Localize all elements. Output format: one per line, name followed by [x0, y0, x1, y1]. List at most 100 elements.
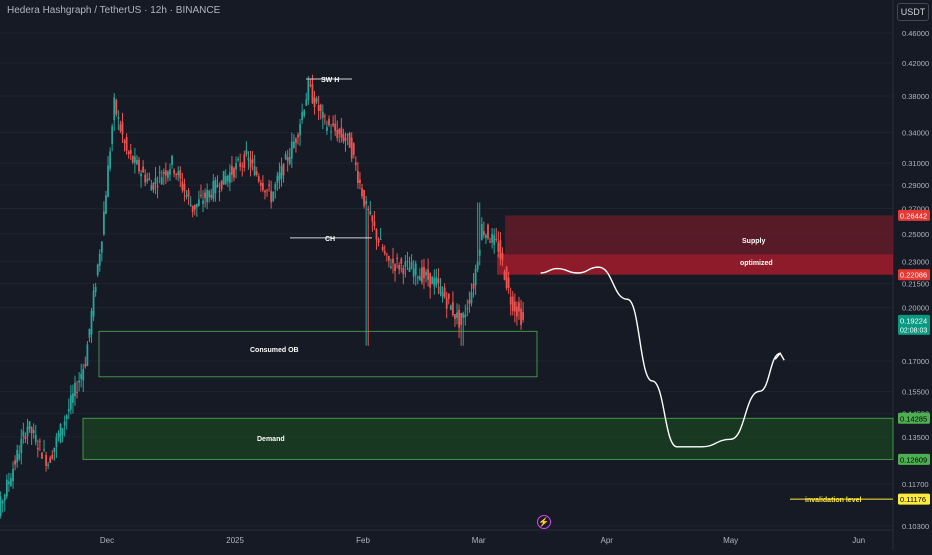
price-tick-label: 0.15500	[902, 387, 929, 396]
price-tick-label: 0.29000	[902, 181, 929, 190]
candle	[28, 421, 31, 429]
candle	[82, 369, 85, 381]
candle	[177, 171, 180, 176]
candle	[323, 115, 326, 117]
candle	[98, 253, 101, 266]
candle	[390, 266, 392, 268]
price-tag	[898, 209, 930, 221]
candle	[280, 165, 283, 179]
zone-demand	[82, 417, 894, 460]
candle	[478, 249, 481, 256]
candle	[72, 393, 74, 403]
candle	[497, 242, 500, 252]
candle	[328, 118, 330, 126]
candle	[237, 159, 240, 161]
candle	[509, 296, 512, 305]
candle	[167, 171, 169, 178]
candle	[311, 84, 314, 104]
candle	[297, 134, 299, 138]
candle	[133, 156, 136, 163]
price-tick-label: 0.20000	[902, 303, 929, 312]
candle	[76, 391, 78, 393]
candle	[416, 276, 419, 279]
candle	[518, 302, 520, 312]
candle	[338, 129, 341, 134]
candle	[136, 160, 138, 165]
candle	[121, 121, 124, 135]
candle	[354, 162, 357, 166]
candle	[379, 238, 382, 240]
candle	[65, 415, 68, 420]
candle	[439, 286, 442, 294]
candle	[398, 265, 401, 270]
candle	[482, 231, 485, 236]
candle	[501, 252, 504, 261]
zone-consumed-ob	[98, 330, 538, 378]
candle	[270, 191, 273, 203]
candle	[57, 433, 60, 438]
candle	[404, 261, 407, 267]
candle	[220, 180, 223, 190]
candle	[412, 268, 415, 277]
candle	[361, 188, 363, 197]
price-tag	[898, 493, 930, 505]
candle	[59, 423, 62, 443]
zone-optimized	[497, 254, 893, 275]
candle	[334, 123, 337, 132]
candle	[18, 453, 21, 460]
candle	[295, 138, 297, 144]
candle	[235, 163, 237, 170]
candle	[241, 165, 244, 167]
candle	[464, 314, 467, 318]
candle	[22, 431, 25, 437]
price-tick-label: 0.25000	[902, 230, 929, 239]
price-tick-label: 0.46000	[902, 29, 929, 38]
projection-path	[540, 266, 781, 448]
candle	[286, 157, 289, 161]
candle	[84, 364, 87, 367]
zone-label: optimized	[740, 260, 773, 267]
candle	[414, 263, 417, 276]
candle	[458, 309, 460, 328]
candle	[330, 131, 332, 133]
candle	[38, 440, 41, 442]
candle	[226, 175, 229, 182]
candle	[212, 181, 215, 200]
candle	[228, 172, 231, 184]
candle	[408, 267, 411, 272]
candle	[257, 176, 260, 182]
candle	[367, 208, 370, 211]
candle	[472, 283, 475, 289]
time-tick-label: Feb	[356, 536, 370, 545]
candle	[454, 314, 456, 319]
time-tick-label: Dec	[100, 536, 114, 545]
candle	[129, 149, 132, 154]
currency-button[interactable]: USDT	[897, 3, 929, 21]
candle	[96, 264, 99, 276]
price-tag	[898, 269, 930, 281]
candle	[309, 84, 312, 86]
candle	[150, 185, 153, 191]
candle	[12, 469, 14, 482]
candle	[385, 253, 388, 255]
candle	[264, 190, 266, 193]
candle	[103, 211, 105, 235]
candle	[195, 203, 198, 208]
symbol-title: Hedera Hashgraph / TetherUS · 12h · BINA…	[7, 5, 221, 16]
price-tag-label: 0.19224	[900, 316, 927, 325]
candle	[183, 183, 186, 192]
candle	[43, 449, 45, 451]
candle	[144, 174, 147, 183]
candle	[61, 428, 64, 436]
candle	[86, 344, 89, 366]
candle	[80, 373, 83, 379]
candle	[179, 170, 182, 179]
candle	[369, 211, 372, 215]
lightning-icon[interactable]: ⚡	[537, 515, 551, 529]
candle	[24, 436, 27, 439]
candle	[522, 312, 524, 320]
candle	[36, 447, 39, 450]
zone-label: Demand	[257, 436, 285, 443]
